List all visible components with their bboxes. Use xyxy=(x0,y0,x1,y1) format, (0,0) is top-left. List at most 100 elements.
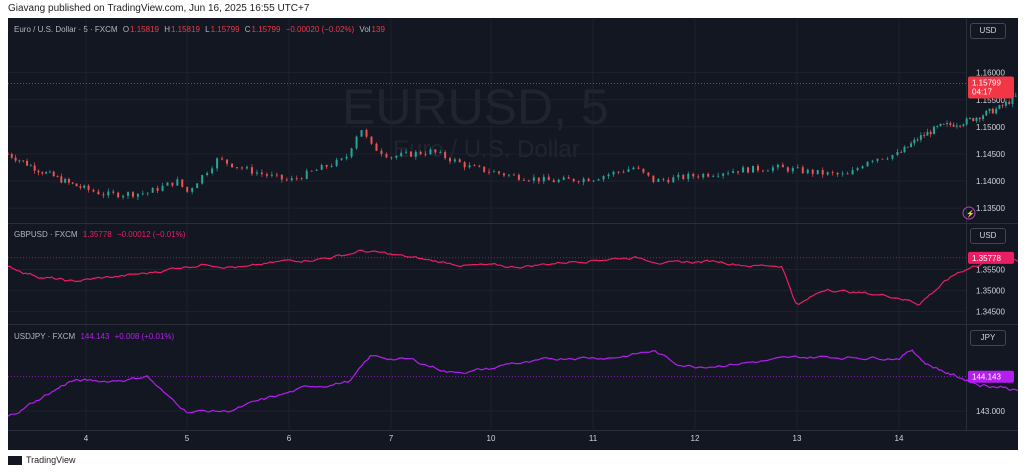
lightning-icon xyxy=(962,206,976,220)
last-value-badge xyxy=(968,370,1014,383)
legend-l-label: L xyxy=(205,25,210,34)
candle-body xyxy=(127,192,130,196)
candle-body xyxy=(577,181,580,183)
candle-body xyxy=(1014,95,1017,97)
candle-body xyxy=(727,172,730,174)
candle-body xyxy=(632,167,635,170)
candle-body xyxy=(562,177,565,180)
candle-body xyxy=(995,108,998,114)
candle-body xyxy=(265,174,268,176)
x-tick-label: 10 xyxy=(487,434,496,443)
candle-body xyxy=(10,154,13,158)
legend-o-label: O xyxy=(122,25,130,34)
candle-body xyxy=(320,165,323,170)
candle-body xyxy=(557,179,560,183)
candle-body xyxy=(434,149,437,153)
candle-body xyxy=(949,123,952,125)
candle-body xyxy=(37,170,40,173)
candle-body xyxy=(732,171,735,173)
y-tick-label: 1.15500 xyxy=(976,96,1005,105)
candle-body xyxy=(968,118,971,119)
candle-body xyxy=(891,155,894,159)
legend-value: 144.143 xyxy=(80,332,110,341)
candle-body xyxy=(707,173,710,177)
candle-body xyxy=(83,185,86,188)
candle-body xyxy=(325,165,328,167)
legend-open: 1.15819 xyxy=(130,25,159,34)
candle-body xyxy=(448,158,451,162)
candle-body xyxy=(647,172,650,176)
watermark-symbol: EURUSD, 5 xyxy=(342,79,609,135)
candle-body xyxy=(657,179,660,182)
candle-body xyxy=(375,143,378,151)
candle-body xyxy=(211,168,214,174)
watermark-name: Euro / U.S. Dollar xyxy=(393,136,580,163)
chart-frame[interactable]: EURUSD, 5 Euro / U.S. Dollar 4 5 6 7 10 11 12 1… xyxy=(8,18,1018,450)
candle-body xyxy=(662,179,665,180)
y-tick-label: 1.34500 xyxy=(976,308,1005,317)
eurusd-legend: Euro / U.S. Dollar · 5 · FXCM O1.15819 H… xyxy=(14,25,388,34)
brand[interactable]: TradingView xyxy=(8,455,76,465)
candle-body xyxy=(400,152,403,157)
candle-body xyxy=(932,126,935,135)
candle-body xyxy=(677,174,680,178)
candle-body xyxy=(926,131,929,136)
candle-body xyxy=(910,143,913,147)
candle-body xyxy=(959,125,962,127)
candle-body xyxy=(365,130,368,137)
candle-body xyxy=(913,139,916,144)
candle-body xyxy=(642,168,645,173)
candle-body xyxy=(527,180,530,182)
candle-body xyxy=(866,161,869,167)
legend-title: USDJPY · FXCM xyxy=(14,332,76,341)
candle-body xyxy=(998,105,1001,109)
candle-body xyxy=(652,175,655,182)
legend-change: −0.00020 (−0.02%) xyxy=(285,25,355,34)
candle-body xyxy=(216,158,219,169)
candle-body xyxy=(360,130,363,137)
brand-label: TradingView xyxy=(26,455,76,465)
candle-body xyxy=(811,169,814,174)
candle-body xyxy=(48,171,51,173)
y-tick-label: 1.35000 xyxy=(976,287,1005,296)
legend-close: 1.15799 xyxy=(251,25,281,34)
legend-title: Euro / U.S. Dollar · 5 · FXCM xyxy=(14,25,118,34)
candle-body xyxy=(952,124,955,127)
legend-high: 1.15819 xyxy=(170,25,200,34)
candle-body xyxy=(405,151,408,153)
candle-body xyxy=(672,177,675,183)
x-tick-label: 11 xyxy=(589,434,598,443)
candle-body xyxy=(270,174,273,176)
candle-body xyxy=(942,123,945,125)
candle-body xyxy=(45,172,48,174)
candle-body xyxy=(747,167,750,173)
y-tick-label: 1.16000 xyxy=(976,69,1005,78)
eurusd-currency-button[interactable]: USD xyxy=(970,23,1006,39)
legend-vol-label: Vol xyxy=(359,25,371,34)
x-tick-label: 14 xyxy=(895,434,904,443)
candle-body xyxy=(191,188,194,192)
usdjpy-currency-button[interactable]: JPY xyxy=(970,330,1006,346)
candle-body xyxy=(429,149,432,155)
candle-body xyxy=(395,156,398,158)
candle-body xyxy=(737,171,740,173)
candle-body xyxy=(176,179,179,186)
candle-body xyxy=(330,165,333,167)
candle-body xyxy=(982,115,985,120)
x-tick-label: 5 xyxy=(185,434,190,443)
candle-body xyxy=(821,170,824,175)
candle-body xyxy=(439,151,442,153)
countdown-label: 04:17 xyxy=(972,88,993,97)
candle-body xyxy=(692,173,695,177)
candle-body xyxy=(60,176,63,183)
chart-canvas[interactable]: 4 5 6 7 10 11 12 13 14 1.13500 1.14000 1.14500 1.150… xyxy=(8,18,1018,450)
candle-body xyxy=(637,167,640,169)
candle-body xyxy=(161,185,164,191)
candle-body xyxy=(512,174,515,176)
candle-body xyxy=(542,176,545,182)
candle-body xyxy=(786,167,789,172)
candle-body xyxy=(687,173,690,179)
gbpusd-currency-button[interactable]: USD xyxy=(970,228,1006,244)
candle-body xyxy=(29,165,32,167)
candle-body xyxy=(483,166,486,172)
